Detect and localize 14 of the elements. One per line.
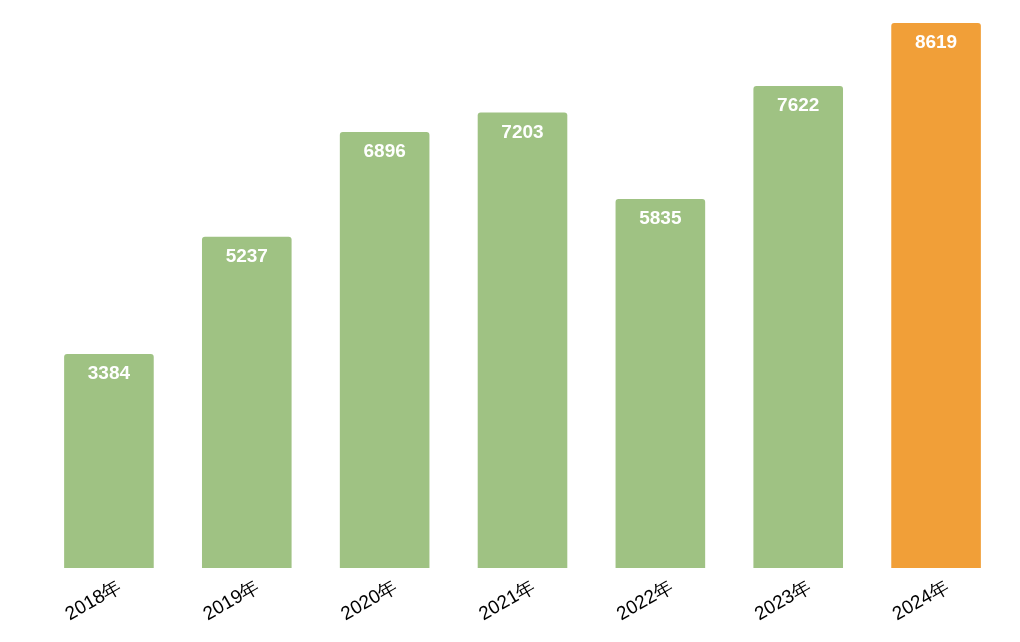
data-label: 5237 xyxy=(225,244,268,266)
x-tick-label: 2020年 xyxy=(337,575,401,625)
x-tick-label: 2024年 xyxy=(888,575,953,625)
data-label: 8619 xyxy=(914,31,958,52)
x-tick-label: 2023年 xyxy=(750,575,815,625)
x-tick-label: 2018年 xyxy=(61,575,125,625)
x-tick-label: 2019年 xyxy=(199,575,263,625)
data-label: 3384 xyxy=(87,362,131,384)
data-label: 7622 xyxy=(777,94,820,116)
x-tick-label: 2021年 xyxy=(474,575,539,625)
x-tick-label: 2022年 xyxy=(612,575,677,625)
data-label: 6896 xyxy=(363,139,406,161)
data-label: 7203 xyxy=(501,120,544,142)
data-label: 5835 xyxy=(639,207,682,229)
